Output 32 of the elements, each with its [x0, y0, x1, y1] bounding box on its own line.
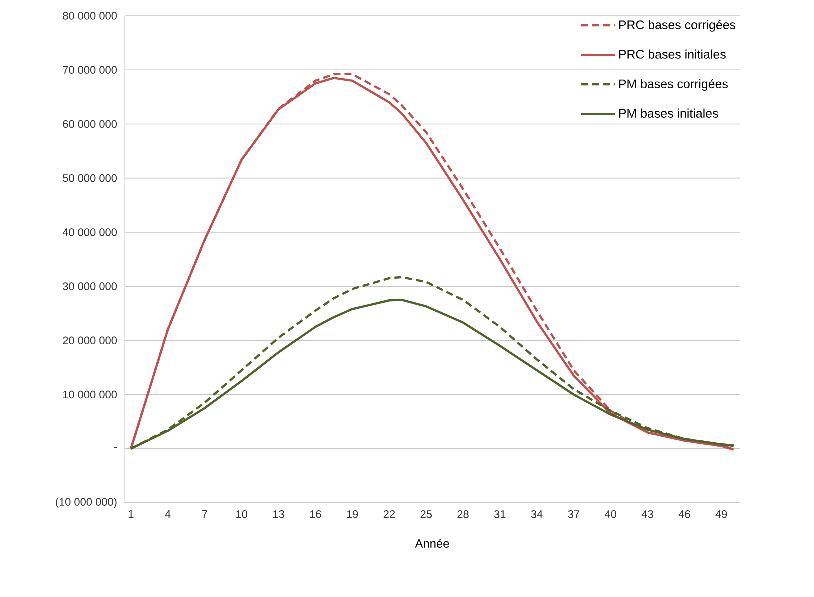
y-tick-label: 30 000 000: [63, 282, 118, 290]
y-tick-label: 10 000 000: [63, 390, 118, 399]
x-tick-label: 25: [420, 510, 432, 518]
x-tick-label: 13: [273, 510, 284, 518]
y-tick-label: 20 000 000: [63, 336, 118, 345]
y-tick-label: 60 000 000: [63, 120, 118, 128]
legend-label: PM bases corrigées: [619, 79, 728, 91]
legend-label: PRC bases corrigées: [619, 20, 736, 32]
x-tick-label: 7: [202, 510, 208, 518]
x-tick-label: 19: [347, 510, 358, 518]
y-tick-label: -: [114, 447, 117, 448]
x-tick-label: 22: [384, 510, 395, 518]
x-tick-label: 1: [128, 510, 134, 518]
y-tick-label: 70 000 000: [63, 66, 118, 74]
x-tick-label: 31: [494, 510, 506, 518]
x-tick-label: 49: [716, 510, 728, 518]
y-tick-label: 80 000 000: [63, 12, 118, 20]
y-tick-label: 50 000 000: [63, 174, 118, 182]
x-axis-title: Année: [415, 539, 450, 548]
x-tick-label: 43: [642, 510, 654, 518]
legend-label: PM bases initiales: [619, 108, 718, 118]
x-tick-label: 37: [568, 510, 580, 518]
y-tick-label: 40 000 000: [62, 228, 118, 236]
y-tick-label: (10 000 000): [56, 498, 117, 508]
x-tick-label: 16: [310, 510, 322, 518]
x-tick-label: 34: [531, 510, 543, 518]
x-tick-label: 46: [678, 510, 690, 518]
x-tick-label: 40: [605, 510, 617, 518]
x-tick-label: 10: [236, 510, 248, 518]
x-tick-label: 4: [165, 510, 171, 518]
x-tick-label: 28: [458, 510, 469, 518]
legend-label: PRC bases initiales: [619, 50, 726, 59]
